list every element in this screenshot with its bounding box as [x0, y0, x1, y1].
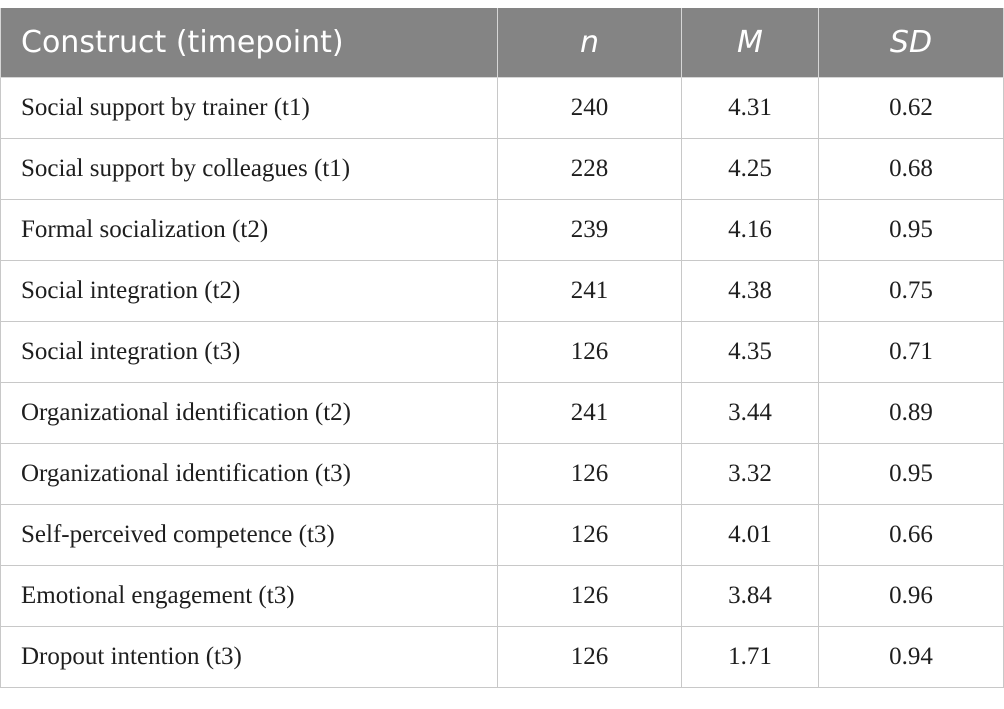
n-cell: 241 — [497, 381, 682, 444]
construct-cell: Self-perceived competence (t3) — [0, 503, 498, 566]
table-row: Dropout intention (t3) 126 1.71 0.94 — [0, 625, 1004, 688]
mean-cell: 3.84 — [681, 564, 819, 627]
mean-cell: 3.44 — [681, 381, 819, 444]
sd-cell: 0.62 — [818, 76, 1004, 139]
header-n: n — [497, 8, 682, 78]
n-cell: 228 — [497, 137, 682, 200]
sd-cell: 0.71 — [818, 320, 1004, 383]
sd-cell: 0.96 — [818, 564, 1004, 627]
construct-cell: Social integration (t2) — [0, 259, 498, 322]
table-row: Social integration (t2) 241 4.38 0.75 — [0, 259, 1004, 322]
mean-cell: 1.71 — [681, 625, 819, 688]
mean-cell: 4.01 — [681, 503, 819, 566]
mean-cell: 3.32 — [681, 442, 819, 505]
sd-cell: 0.75 — [818, 259, 1004, 322]
mean-cell: 4.35 — [681, 320, 819, 383]
header-sd: SD — [818, 8, 1004, 78]
n-cell: 126 — [497, 442, 682, 505]
sd-cell: 0.66 — [818, 503, 1004, 566]
mean-cell: 4.25 — [681, 137, 819, 200]
mean-cell: 4.38 — [681, 259, 819, 322]
sd-cell: 0.95 — [818, 442, 1004, 505]
table-row: Social integration (t3) 126 4.35 0.71 — [0, 320, 1004, 383]
header-row: Construct (timepoint) n M SD — [0, 8, 1004, 78]
n-cell: 241 — [497, 259, 682, 322]
n-cell: 240 — [497, 76, 682, 139]
table-row: Self-perceived competence (t3) 126 4.01 … — [0, 503, 1004, 566]
table-row: Organizational identification (t3) 126 3… — [0, 442, 1004, 505]
n-cell: 126 — [497, 503, 682, 566]
construct-cell: Formal socialization (t2) — [0, 198, 498, 261]
table-row: Organizational identification (t2) 241 3… — [0, 381, 1004, 444]
sd-cell: 0.89 — [818, 381, 1004, 444]
sd-cell: 0.95 — [818, 198, 1004, 261]
header-construct: Construct (timepoint) — [0, 8, 498, 78]
construct-cell: Emotional engagement (t3) — [0, 564, 498, 627]
construct-cell: Organizational identification (t2) — [0, 381, 498, 444]
construct-cell: Social support by trainer (t1) — [0, 76, 498, 139]
mean-cell: 4.16 — [681, 198, 819, 261]
table-row: Social support by colleagues (t1) 228 4.… — [0, 137, 1004, 200]
descriptive-statistics-table: Construct (timepoint) n M SD Social supp… — [0, 8, 1004, 688]
n-cell: 126 — [497, 625, 682, 688]
construct-cell: Social support by colleagues (t1) — [0, 137, 498, 200]
n-cell: 126 — [497, 564, 682, 627]
mean-cell: 4.31 — [681, 76, 819, 139]
construct-cell: Organizational identification (t3) — [0, 442, 498, 505]
table-row: Formal socialization (t2) 239 4.16 0.95 — [0, 198, 1004, 261]
sd-cell: 0.68 — [818, 137, 1004, 200]
n-cell: 126 — [497, 320, 682, 383]
n-cell: 239 — [497, 198, 682, 261]
table-body: Social support by trainer (t1) 240 4.31 … — [0, 76, 1004, 688]
construct-cell: Dropout intention (t3) — [0, 625, 498, 688]
header-mean: M — [681, 8, 819, 78]
table-row: Emotional engagement (t3) 126 3.84 0.96 — [0, 564, 1004, 627]
table-row: Social support by trainer (t1) 240 4.31 … — [0, 76, 1004, 139]
sd-cell: 0.94 — [818, 625, 1004, 688]
table-header: Construct (timepoint) n M SD — [0, 8, 1004, 78]
construct-cell: Social integration (t3) — [0, 320, 498, 383]
